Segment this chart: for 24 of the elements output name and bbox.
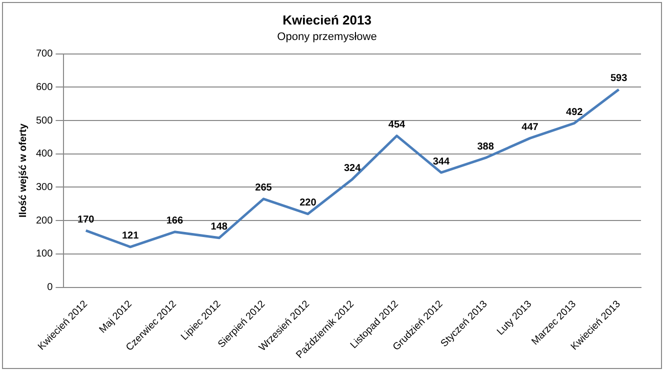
y-tick-label: 400 bbox=[36, 148, 54, 160]
data-label: 265 bbox=[255, 182, 272, 194]
y-tick-label: 500 bbox=[36, 115, 54, 126]
data-label: 166 bbox=[166, 216, 184, 227]
data-label: 447 bbox=[522, 122, 539, 133]
data-label: 324 bbox=[344, 162, 362, 174]
chart-subtitle: Opony przemysłowe bbox=[277, 31, 377, 44]
data-label: 593 bbox=[610, 73, 628, 84]
data-label: 492 bbox=[566, 106, 584, 118]
data-label: 344 bbox=[432, 156, 450, 168]
data-label: 220 bbox=[300, 198, 317, 209]
data-label: 148 bbox=[210, 222, 228, 233]
data-label: 170 bbox=[78, 214, 95, 226]
y-axis-title: Ilość wejść w oferty bbox=[18, 123, 29, 218]
y-tick-label: 200 bbox=[36, 215, 54, 226]
y-tick-label: 700 bbox=[36, 48, 54, 60]
data-label: 454 bbox=[388, 120, 406, 131]
chart-title: Kwiecień 2013 bbox=[282, 12, 372, 28]
data-label: 388 bbox=[477, 142, 494, 153]
y-tick-label: 600 bbox=[36, 82, 54, 93]
y-tick-label: 100 bbox=[36, 248, 54, 260]
data-label: 121 bbox=[122, 230, 140, 242]
y-tick-label: 0 bbox=[47, 282, 54, 294]
y-tick-label: 300 bbox=[36, 182, 54, 193]
